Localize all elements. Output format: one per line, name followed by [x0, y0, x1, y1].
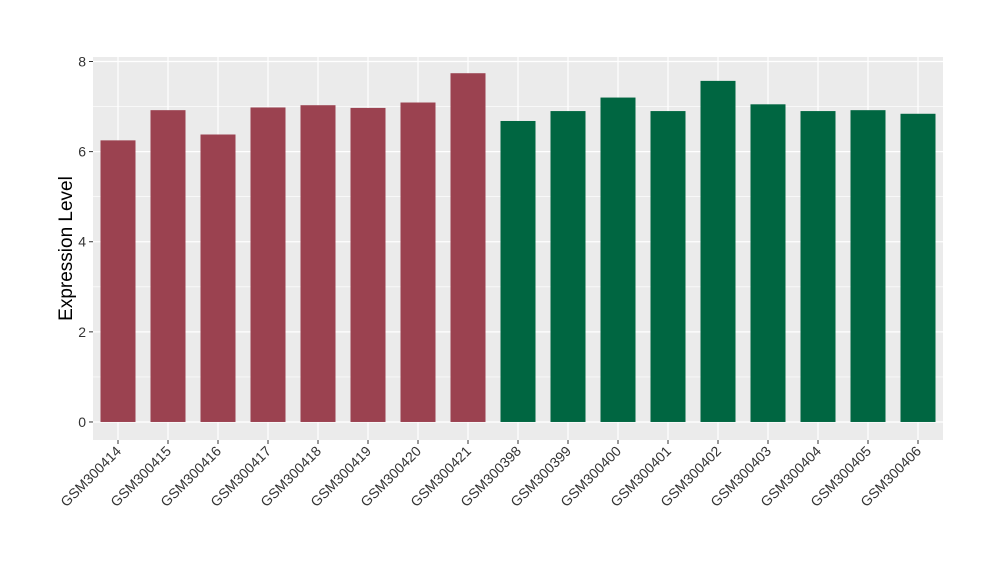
y-tick-label: 8: [78, 54, 86, 70]
bar-GSM300421: [450, 73, 486, 422]
bar-GSM300416: [200, 134, 236, 422]
y-tick-label: 6: [78, 144, 86, 160]
bar-GSM300404: [800, 111, 836, 422]
bars: [100, 73, 936, 422]
bar-GSM300405: [850, 110, 886, 422]
bar-GSM300417: [250, 107, 286, 422]
y-tick-label: 0: [78, 414, 86, 430]
bar-GSM300415: [150, 110, 186, 422]
bar-GSM300403: [750, 104, 786, 422]
y-tick-label: 2: [78, 324, 86, 340]
y-tick-label: 4: [78, 234, 86, 250]
y-axis: 0 2 4 6 8: [78, 54, 93, 430]
bar-GSM300414: [100, 140, 136, 422]
bar-GSM300398: [500, 120, 536, 422]
bar-GSM300418: [300, 105, 336, 422]
bar-GSM300400: [600, 97, 636, 422]
bar-GSM300419: [350, 107, 386, 422]
bar-GSM300402: [700, 80, 736, 422]
bar-GSM300399: [550, 111, 586, 422]
x-axis: GSM300414GSM300415GSM300416GSM300417GSM3…: [57, 440, 924, 510]
bar-GSM300401: [650, 111, 686, 422]
y-axis-label: Expression Level: [56, 176, 77, 321]
bar-GSM300406: [900, 113, 936, 422]
bar-GSM300420: [400, 102, 436, 422]
